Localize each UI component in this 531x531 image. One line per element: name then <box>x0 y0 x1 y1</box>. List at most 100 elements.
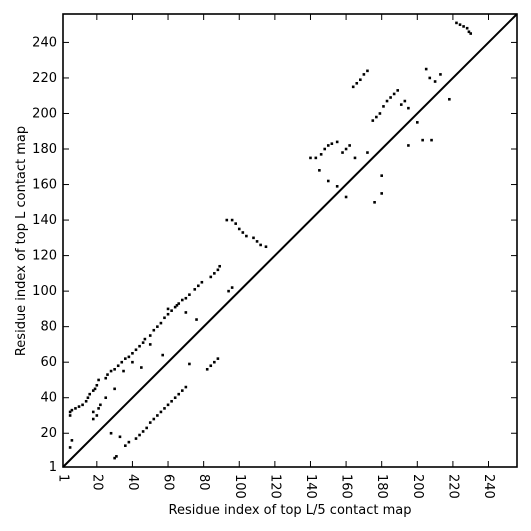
contact-point-lower <box>68 446 72 449</box>
contact-point-lower <box>70 439 74 442</box>
contact-point-upper <box>127 355 131 359</box>
contact-point-lower <box>216 357 220 360</box>
contact-point-lower <box>415 121 419 124</box>
contact-point-upper <box>68 410 72 414</box>
x-tick-label: 160 <box>339 474 354 499</box>
y-tick-label: 240 <box>32 35 57 50</box>
contact-point-upper <box>469 32 473 35</box>
contact-point-upper <box>213 272 216 275</box>
contact-point-lower <box>97 407 100 410</box>
contact-point-lower <box>152 417 156 421</box>
contact-point-upper <box>122 369 125 373</box>
contact-point-upper <box>70 408 74 412</box>
plot-area <box>62 13 518 468</box>
contact-point-upper <box>95 383 99 387</box>
contact-point-upper <box>166 312 170 316</box>
contact-point-lower <box>113 456 116 460</box>
contact-point-lower <box>91 417 95 421</box>
y-tick-label: 160 <box>32 178 57 193</box>
contact-point-lower <box>230 286 234 289</box>
contact-point-upper <box>68 414 72 417</box>
contact-point-upper <box>116 364 120 368</box>
contact-point-upper <box>396 89 400 92</box>
contact-point-upper <box>170 309 173 312</box>
contact-point-lower <box>118 435 122 439</box>
contact-point-upper <box>330 142 334 145</box>
contact-point-upper <box>465 26 469 30</box>
contact-point-upper <box>373 201 376 204</box>
contact-point-upper <box>109 369 113 373</box>
contact-point-upper <box>348 144 351 147</box>
contact-point-upper <box>458 23 462 26</box>
axis-ticks: 1 20 40 60 80 100 120 140 160 180 200 220 2401204060… <box>32 14 517 499</box>
contact-point-lower <box>148 421 152 424</box>
contact-point-lower <box>188 362 191 366</box>
contact-point-upper <box>335 140 339 144</box>
contact-point-upper <box>140 366 143 369</box>
contact-point-upper <box>209 275 213 279</box>
contact-point-upper <box>152 328 156 332</box>
y-tick-label: 20 <box>40 426 57 441</box>
x-tick-label: 20 <box>89 474 104 491</box>
contact-point-upper <box>230 218 234 222</box>
contact-point-upper <box>134 348 138 352</box>
y-tick-label: 1 <box>49 460 57 475</box>
contact-point-upper <box>193 288 197 291</box>
contact-point-upper <box>241 231 245 234</box>
contact-point-upper <box>462 25 465 28</box>
contact-point-upper <box>161 353 165 357</box>
contact-point-lower <box>109 431 113 435</box>
contact-point-upper <box>163 316 166 320</box>
contact-point-upper <box>448 97 451 101</box>
contact-point-lower <box>213 360 216 364</box>
contact-point-upper <box>159 321 163 325</box>
contact-point-upper <box>138 344 141 348</box>
contact-point-upper <box>392 92 396 96</box>
contact-point-upper <box>439 73 442 76</box>
contact-point-upper <box>344 195 348 199</box>
diagonal-line <box>62 13 518 468</box>
contact-point-upper <box>326 179 330 183</box>
contact-point-lower <box>205 367 209 371</box>
contact-point-lower <box>173 396 177 400</box>
contact-point-upper <box>380 192 383 195</box>
contact-point-lower <box>430 138 433 142</box>
contact-point-upper <box>353 156 357 160</box>
x-tick-label: 200 <box>410 474 425 499</box>
x-tick-label: 1 <box>56 474 71 482</box>
x-tick-label: 80 <box>196 474 211 491</box>
contact-point-upper <box>455 21 458 25</box>
contact-point-upper <box>88 392 92 396</box>
contact-point-upper <box>467 30 471 34</box>
contact-point-upper <box>84 399 88 403</box>
contact-point-upper <box>143 337 147 341</box>
contact-point-lower <box>209 364 213 368</box>
contact-point-upper <box>113 367 116 371</box>
contact-point-upper <box>399 103 403 106</box>
contact-point-upper <box>323 147 327 151</box>
contact-point-upper <box>141 341 145 344</box>
y-tick-label: 140 <box>32 213 57 228</box>
contact-point-upper <box>341 151 344 154</box>
contact-point-lower <box>184 385 188 389</box>
contact-point-upper <box>106 373 109 376</box>
contact-point-upper <box>148 334 152 337</box>
x-axis-label: Residue index of top L/5 contact map <box>169 503 412 518</box>
contact-point-upper <box>424 67 428 71</box>
contact-point-upper <box>255 240 259 243</box>
contact-point-upper <box>156 325 159 328</box>
contact-point-upper <box>326 144 330 147</box>
contact-point-lower <box>421 138 424 142</box>
contact-point-lower <box>156 414 159 417</box>
x-tick-label: 180 <box>374 474 389 499</box>
y-tick-label: 80 <box>40 320 57 335</box>
x-tick-label: 100 <box>232 474 247 499</box>
plot-frame <box>62 13 518 468</box>
contact-point-upper <box>95 414 99 417</box>
contact-point-lower <box>335 185 339 188</box>
contact-point-upper <box>366 69 369 73</box>
contact-point-upper <box>81 403 84 407</box>
contact-point-upper <box>177 302 181 305</box>
contact-point-lower <box>91 410 95 414</box>
contact-point-upper <box>382 105 385 108</box>
